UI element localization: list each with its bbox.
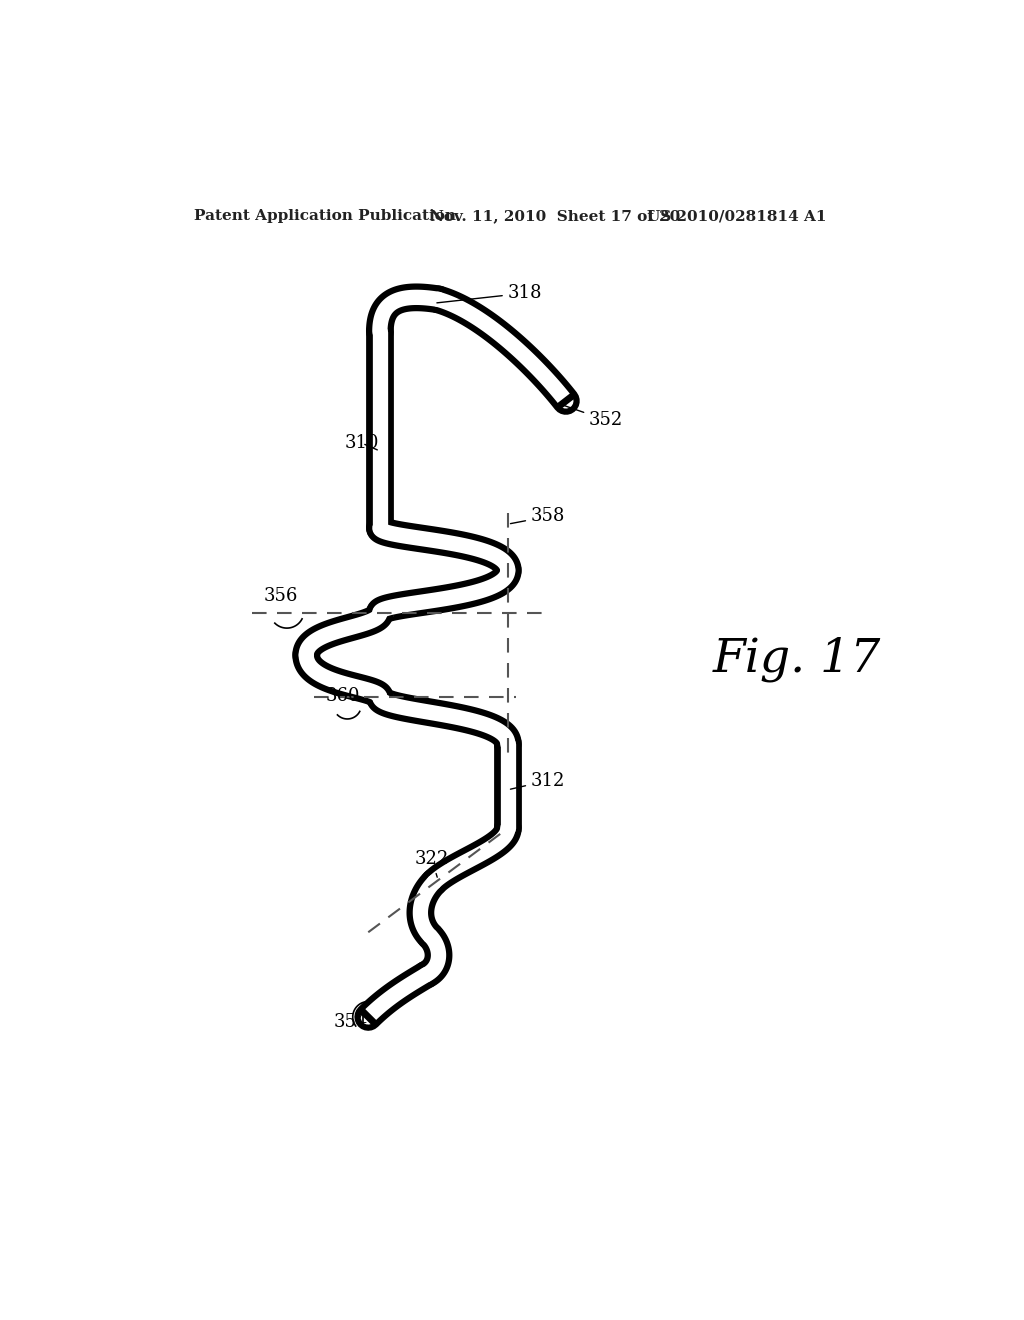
Text: 322: 322 — [415, 850, 449, 878]
Text: Patent Application Publication: Patent Application Publication — [194, 209, 456, 223]
Text: 312: 312 — [510, 772, 565, 789]
Text: 358: 358 — [511, 507, 565, 525]
Text: Fig. 17: Fig. 17 — [713, 636, 882, 681]
Text: 360: 360 — [326, 686, 360, 705]
Text: 352: 352 — [564, 405, 624, 429]
Text: 318: 318 — [437, 284, 543, 302]
Text: US 2010/0281814 A1: US 2010/0281814 A1 — [647, 209, 826, 223]
Text: 310: 310 — [345, 434, 380, 453]
Text: 356: 356 — [263, 587, 298, 605]
Text: 354: 354 — [334, 1014, 368, 1031]
Text: Nov. 11, 2010  Sheet 17 of 20: Nov. 11, 2010 Sheet 17 of 20 — [430, 209, 681, 223]
